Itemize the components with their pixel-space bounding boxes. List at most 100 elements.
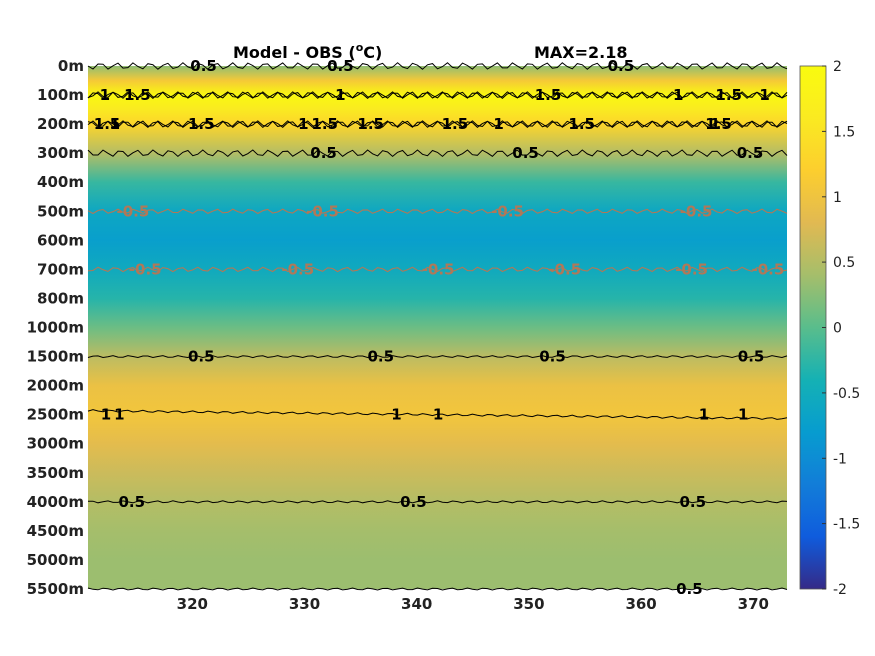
contour-label: 1 [100,86,110,104]
y-tick-label: 800m [37,289,84,307]
contour-label: -0.5 [680,202,713,220]
heatmap-plot: 0.5 0.5 0.51 1 1 11.5 1.5 1.51.5 1.5 1.5 1.5 1.5 1.5… [87,57,788,598]
y-axis: 0m 100m 200m 300m 400m 500m 600m 700m 800m 1000m 1… [27,57,84,598]
x-tick-label: 320 [177,595,208,613]
contour-label: 0.5 [512,144,539,162]
y-tick-label: 2000m [27,377,84,395]
contour-line-0p5-1500m [87,355,788,359]
y-tick-label: 700m [37,260,84,278]
colorbar-tick-label: 2 [833,59,842,75]
contour-label: 1 [101,406,111,424]
title-main-text: Model - OBS ( [233,43,356,62]
contour-label: 0.5 [190,57,217,75]
contour-labels: 0.5 0.5 0.51 1 1 11.5 1.5 1.51.5 1.5 1.5 1.5 1.5 1.5… [94,57,784,598]
y-tick-label: 5500m [27,580,84,598]
colorbar-tick-label: -1.5 [833,517,860,533]
contour-label: 1.5 [535,86,562,104]
y-tick-label: 5000m [27,551,84,569]
contour-line-1-2500m [87,409,788,420]
contour-line-neg0p5-700m [87,266,788,273]
contour-line-1-200m [87,120,788,128]
contour-label: 0.5 [737,144,764,162]
contour-label: 0.5 [188,348,215,366]
contour-label: 1 [110,115,120,133]
y-tick-label: 400m [37,173,84,191]
contour-label: -0.5 [281,260,314,278]
contour-label: -0.5 [548,260,581,278]
contour-line-0p5-0m [87,62,788,70]
contour-label: 1 [699,406,709,424]
contour-label: 1.5 [715,86,742,104]
x-tick-label: 370 [738,595,769,613]
y-tick-label: 1000m [27,319,84,337]
contour-label: 0.5 [608,57,635,75]
contour-label: 1.5 [311,115,338,133]
colorbar-tick-label: -1 [833,451,847,467]
colorbar-tick-label: 1.5 [833,124,855,140]
contour-label: -0.5 [306,202,339,220]
colorbar-tick-label: -2 [833,582,847,598]
contour-label: 1.5 [705,115,732,133]
contour-lines [87,62,788,591]
contour-label: 1.5 [124,86,151,104]
x-tick-label: 330 [289,595,320,613]
contour-label: 1 [738,406,748,424]
contour-label: 0.5 [327,57,354,75]
y-tick-label: 200m [37,115,84,133]
contour-label: -0.5 [491,202,524,220]
contour-label: 1 [759,86,769,104]
contour-label: 1 [335,86,345,104]
contour-label: 1 [391,406,401,424]
contour-label: 0.5 [368,348,395,366]
contour-label: 1.5 [94,115,121,133]
x-tick-label: 360 [625,595,656,613]
contour-label: -0.5 [675,260,708,278]
contour-label: 1 [493,115,503,133]
contour-label: 1.5 [357,115,384,133]
x-tick-label: 340 [401,595,432,613]
contour-label: -0.5 [422,260,455,278]
contour-label: 1 [710,115,720,133]
y-tick-label: 3000m [27,435,84,453]
y-tick-label: 1500m [27,348,84,366]
contour-label: 0.5 [119,493,146,511]
contour-label: 1 [673,86,683,104]
contour-line-neg0p5-500m [87,208,788,215]
contour-line-0p5-300m [87,149,788,158]
contour-label: 0.5 [400,493,427,511]
title-degree-superscript: o [356,41,364,54]
colorbar-tick-label: 0.5 [833,255,855,271]
contour-label: 0.5 [680,493,707,511]
colorbar-tick-label: -0.5 [833,386,860,402]
contour-label: 1 [114,406,124,424]
x-axis: 320 330 340 350 360 370 [177,595,769,613]
contour-label: 1 [433,406,443,424]
y-tick-label: 0m [58,57,84,75]
colorbar-tick-label: 0 [833,321,842,337]
colorbar-tick-label: 1 [833,190,842,206]
y-tick-label: 3500m [27,464,84,482]
y-tick-label: 4500m [27,522,84,540]
chart-title: Model - OBS (oC) [233,41,382,62]
y-tick-label: 500m [37,202,84,220]
y-tick-label: 300m [37,144,84,162]
contour-label: -0.5 [751,260,784,278]
title-unit-text: C) [363,43,382,62]
x-tick-label: 350 [513,595,544,613]
y-tick-label: 600m [37,231,84,249]
contour-label: -0.5 [116,202,149,220]
contour-label: 0.5 [676,580,703,598]
contour-label: 1.5 [442,115,469,133]
contour-line-0p5-4000m [87,500,788,504]
max-annotation: MAX=2.18 [534,43,628,62]
contour-label: 0.5 [738,348,765,366]
contour-line-1p5-100m [87,91,788,99]
contour-line-0p5-5500m [87,587,788,591]
contour-label: 1 [298,115,308,133]
y-tick-label: 2500m [27,406,84,424]
contour-label: 1.5 [568,115,595,133]
contour-label: 1.5 [188,115,215,133]
y-tick-label: 4000m [27,493,84,511]
contour-label: 0.5 [539,348,566,366]
